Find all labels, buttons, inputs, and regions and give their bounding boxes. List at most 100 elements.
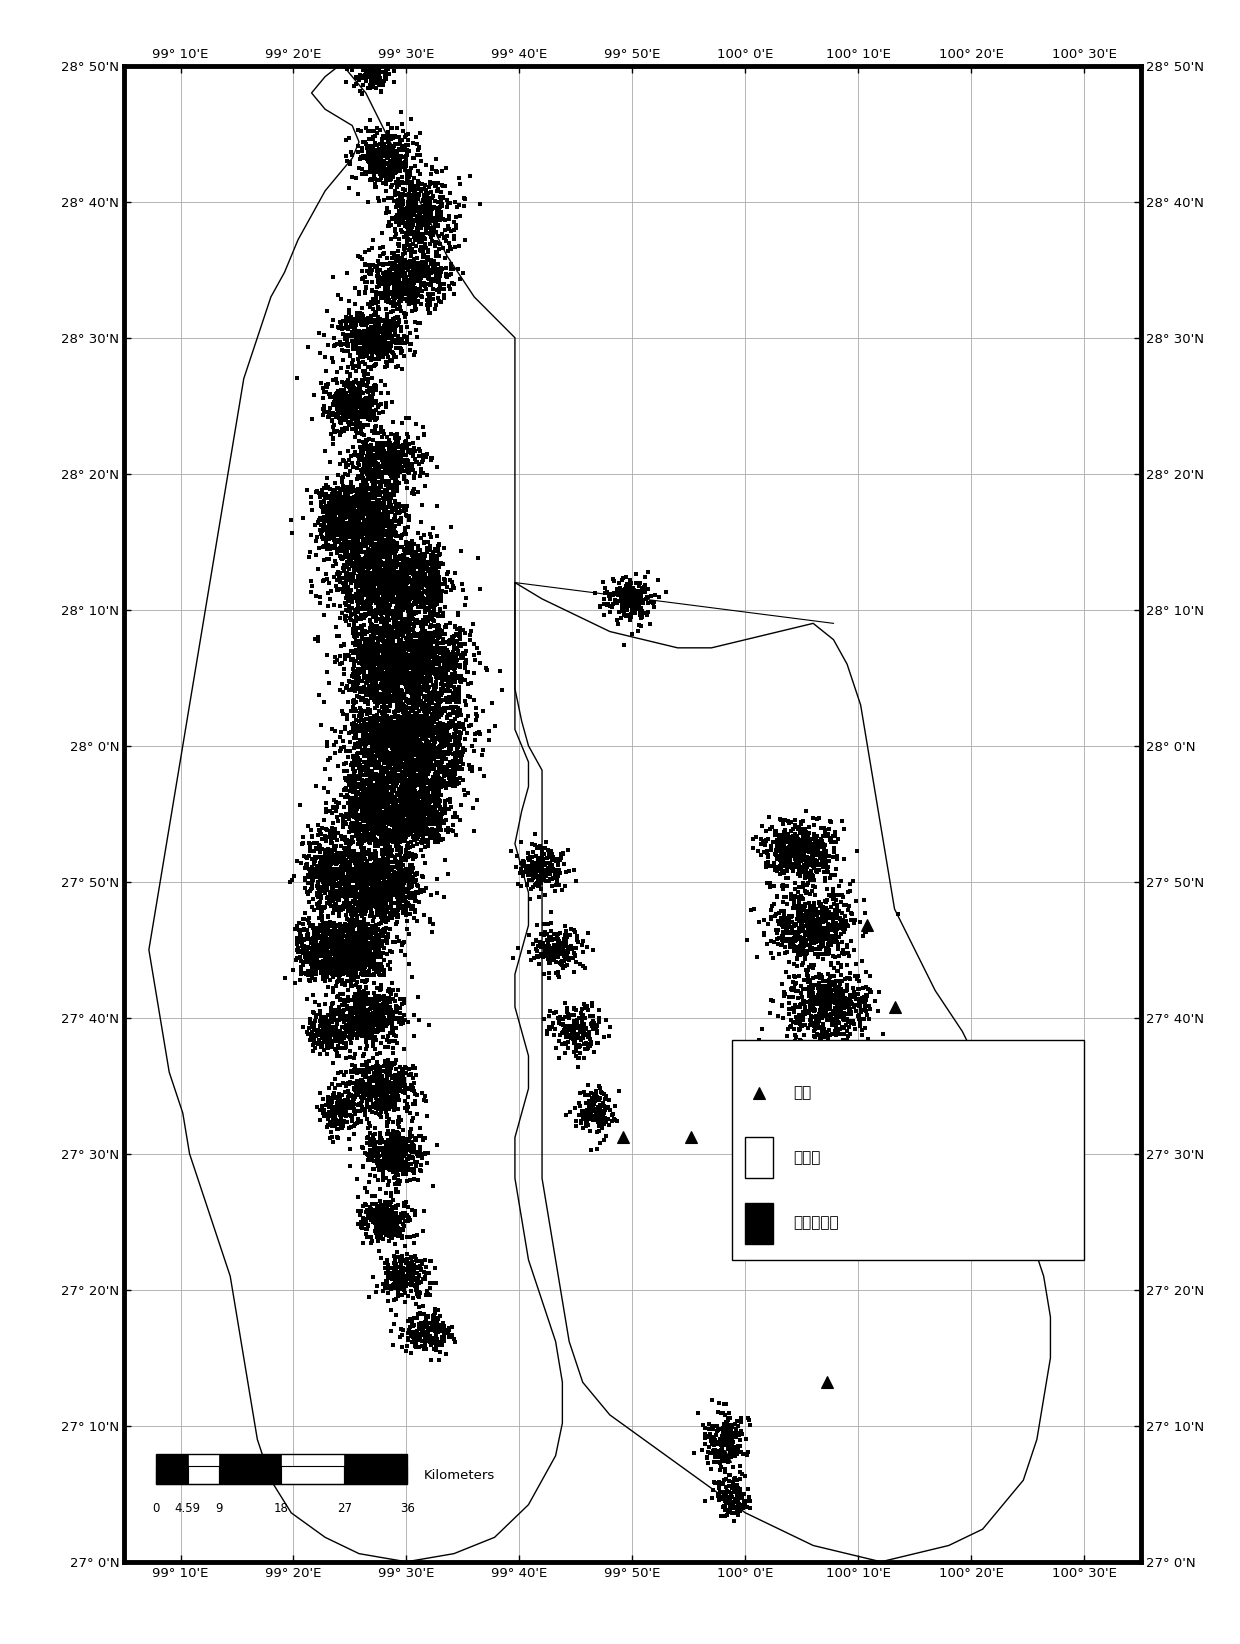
Point: [367, 1146, 387, 1172]
Point: [363, 889, 383, 916]
Point: [394, 224, 414, 250]
Point: [321, 998, 341, 1024]
Point: [403, 865, 423, 891]
Point: [365, 883, 384, 909]
Point: [320, 1028, 340, 1054]
Point: [362, 623, 382, 649]
Point: [407, 564, 427, 590]
Point: [425, 1314, 445, 1340]
Point: [368, 419, 388, 446]
Point: [780, 850, 800, 876]
Point: [401, 191, 420, 217]
Point: [360, 764, 379, 791]
Point: [352, 478, 372, 505]
Point: [386, 1263, 405, 1289]
Point: [345, 1111, 365, 1138]
Point: [341, 1115, 361, 1141]
Point: [384, 1141, 404, 1167]
Point: [398, 801, 418, 827]
Point: [792, 904, 812, 931]
Point: [836, 1093, 856, 1120]
Point: [446, 649, 466, 676]
Point: [797, 1161, 817, 1187]
Point: [368, 1208, 388, 1235]
Point: [775, 807, 795, 834]
Point: [371, 132, 391, 158]
Point: [618, 589, 637, 615]
Point: [384, 143, 404, 169]
Point: [334, 321, 353, 347]
Point: [397, 814, 417, 840]
Point: [392, 559, 412, 585]
Point: [363, 746, 383, 773]
Point: [382, 498, 402, 524]
Point: [340, 863, 360, 889]
Point: [417, 779, 436, 806]
Point: [343, 347, 363, 373]
Point: [355, 796, 374, 822]
Point: [453, 735, 472, 761]
Point: [366, 929, 386, 955]
Point: [402, 551, 422, 577]
Point: [381, 743, 401, 769]
Point: [310, 1013, 330, 1039]
Point: [314, 1021, 334, 1047]
Point: [351, 595, 371, 621]
Point: [332, 490, 352, 516]
Point: [407, 861, 427, 888]
Point: [795, 942, 815, 968]
Point: [419, 207, 439, 233]
Point: [382, 797, 402, 824]
Point: [353, 483, 373, 510]
Point: [383, 640, 403, 666]
Point: [370, 399, 389, 426]
Point: [356, 962, 376, 988]
Point: [361, 153, 381, 179]
Point: [378, 138, 398, 164]
Point: [835, 978, 854, 1004]
Point: [326, 1018, 346, 1044]
Point: [412, 656, 432, 682]
Point: [383, 306, 403, 332]
Point: [409, 575, 429, 602]
Point: [414, 182, 434, 209]
Point: [822, 1179, 842, 1205]
Point: [393, 718, 413, 745]
Point: [413, 784, 433, 810]
Point: [358, 159, 378, 186]
Point: [402, 585, 422, 612]
Point: [728, 1437, 748, 1463]
Point: [402, 196, 422, 222]
Point: [401, 580, 420, 607]
Point: [389, 870, 409, 896]
Point: [378, 638, 398, 664]
Point: [340, 521, 360, 547]
Point: [322, 1009, 342, 1036]
Point: [342, 677, 362, 704]
Point: [372, 526, 392, 552]
Point: [806, 1166, 826, 1192]
Point: [382, 631, 402, 658]
Point: [357, 373, 377, 399]
Point: [312, 845, 332, 871]
Point: [407, 265, 427, 291]
Point: [418, 623, 438, 649]
Point: [781, 837, 801, 863]
Point: [401, 265, 420, 291]
Point: [718, 1437, 738, 1463]
Point: [381, 454, 401, 480]
Point: [378, 646, 398, 672]
Point: [341, 472, 361, 498]
Point: [316, 876, 336, 903]
Point: [773, 822, 792, 848]
Point: [356, 940, 376, 967]
Point: [790, 832, 810, 858]
Point: [362, 342, 382, 368]
Point: [325, 954, 345, 980]
Point: [356, 511, 376, 538]
Point: [526, 857, 546, 883]
Point: [624, 580, 644, 607]
Point: [336, 857, 356, 883]
Point: [358, 949, 378, 975]
Point: [361, 884, 381, 911]
